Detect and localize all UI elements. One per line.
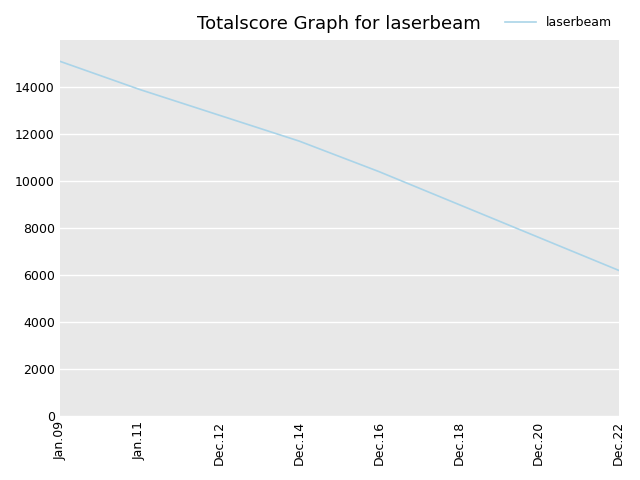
laserbeam: [614, 267, 622, 273]
laserbeam: [136, 86, 143, 92]
Title: Totalscore Graph for laserbeam: Totalscore Graph for laserbeam: [197, 15, 481, 33]
Line: laserbeam: laserbeam: [60, 61, 618, 270]
laserbeam: [56, 59, 63, 64]
laserbeam: [296, 138, 303, 144]
laserbeam: [375, 169, 383, 175]
Legend: laserbeam: laserbeam: [505, 16, 612, 29]
laserbeam: [216, 112, 223, 118]
laserbeam: [455, 202, 463, 207]
laserbeam: [535, 235, 543, 240]
